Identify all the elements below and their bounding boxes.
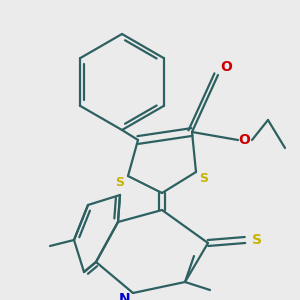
Text: S: S (116, 176, 124, 188)
Text: O: O (220, 60, 232, 74)
Text: S: S (200, 172, 208, 184)
Text: N: N (119, 292, 131, 300)
Text: S: S (252, 233, 262, 247)
Text: O: O (238, 133, 250, 147)
